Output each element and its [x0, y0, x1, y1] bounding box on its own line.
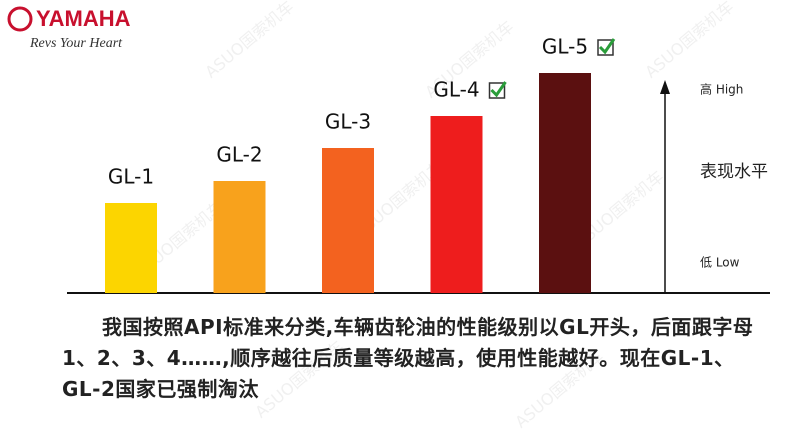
bar-label: GL-5	[542, 35, 588, 59]
bar-label: GL-2	[216, 143, 262, 167]
watermark: ASUO国索机车	[641, 0, 737, 82]
bar-label: GL-4	[433, 78, 479, 102]
bar	[539, 73, 591, 293]
y-low-label: 低 Low	[700, 256, 740, 270]
y-axis-arrow	[660, 80, 670, 94]
logo: YAMAHA Revs Your Heart	[7, 6, 131, 51]
bar	[105, 203, 157, 293]
check-mark	[598, 38, 616, 55]
bar-label: GL-3	[325, 110, 371, 134]
y-axis-label: 表现水平	[700, 162, 768, 182]
watermark: ASUO国索机车	[201, 0, 297, 82]
brand-slogan: Revs Your Heart	[29, 36, 123, 51]
description: 我国按照API标准来分类,车辆齿轮油的性能级别以GL开头，后面跟字母1、2、3、…	[62, 315, 754, 401]
logo-emblem	[7, 6, 33, 32]
bar-label: GL-1	[108, 165, 154, 189]
y-high-label: 高 High	[700, 82, 743, 97]
check-mark	[490, 81, 507, 98]
brand-name: YAMAHA	[36, 6, 131, 31]
bar	[213, 181, 266, 293]
bar	[430, 116, 483, 293]
check-box	[488, 82, 506, 99]
bar	[322, 148, 374, 293]
check-box	[597, 39, 614, 56]
